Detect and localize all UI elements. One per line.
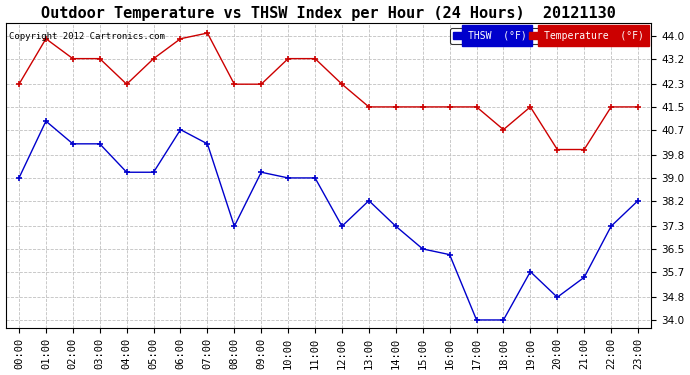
Title: Outdoor Temperature vs THSW Index per Hour (24 Hours)  20121130: Outdoor Temperature vs THSW Index per Ho… xyxy=(41,6,616,21)
Text: Copyright 2012 Cartronics.com: Copyright 2012 Cartronics.com xyxy=(9,32,165,41)
Legend: THSW  (°F), Temperature  (°F): THSW (°F), Temperature (°F) xyxy=(450,28,647,44)
